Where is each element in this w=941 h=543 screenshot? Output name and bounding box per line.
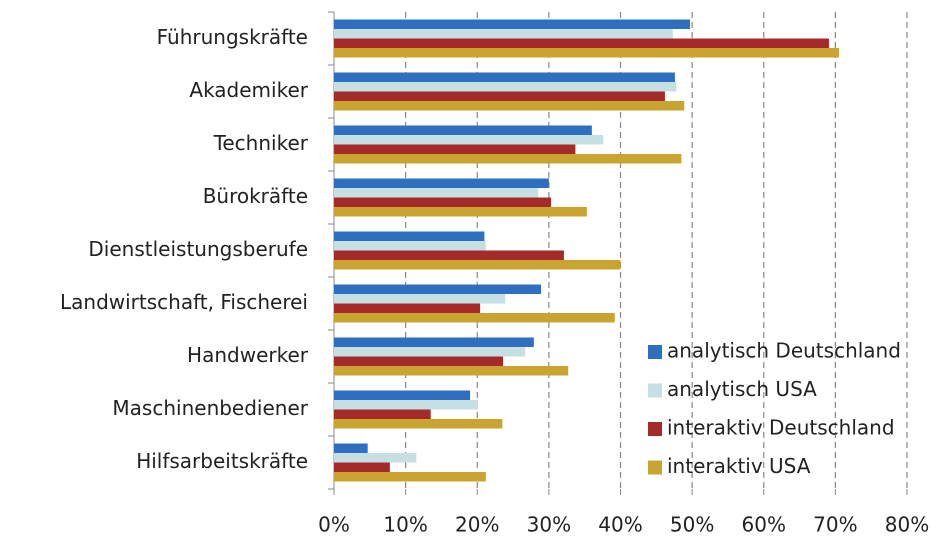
bar [334,72,675,82]
x-tick-label: 0% [318,513,350,537]
bar [334,197,552,207]
bar [334,284,541,294]
legend-swatch [648,383,662,398]
bar [334,101,685,111]
bar [334,303,481,313]
bar [334,48,839,58]
bar [334,154,682,164]
bar [334,144,576,154]
bar [334,241,486,251]
x-tick-label: 10% [383,513,427,537]
bar [334,443,368,453]
x-tick-label: 40% [598,513,642,537]
bar [334,231,485,241]
bar [334,453,417,463]
x-tick-label: 20% [455,513,499,537]
bar [334,366,569,376]
bar [334,250,564,260]
legend-label: analytisch Deutschland [667,339,901,363]
bar [334,390,471,400]
bar [334,91,665,101]
bar [334,462,390,472]
legend-label: analytisch USA [667,377,817,401]
y-tick-label: Führungskräfte [157,25,308,49]
bar [334,135,604,145]
bar [334,313,615,323]
legend-label: interaktiv Deutschland [667,416,895,440]
legend-swatch [648,422,662,436]
legend-label: interaktiv USA [667,454,811,478]
bar [334,400,478,410]
legend-swatch [648,460,662,475]
bar [334,419,503,429]
bar [334,178,549,188]
y-tick-label: Dienstleistungsberufe [88,237,308,261]
legend-swatch [648,345,662,359]
y-tick-label: Maschinenbediener [112,396,308,420]
bar [334,337,534,347]
y-tick-label: Akademiker [189,78,308,102]
x-tick-label: 70% [813,513,857,537]
x-tick-label: 50% [670,513,714,537]
y-tick-label: Handwerker [187,343,309,367]
x-tick-label: 80% [885,513,929,537]
y-tick-label: Techniker [213,131,309,155]
y-tick-label: Bürokräfte [203,184,308,208]
bar [334,125,592,135]
bar [334,82,677,92]
bar [334,409,431,419]
bar [334,188,539,198]
y-tick-label: Hilfsarbeitskräfte [136,449,308,473]
x-tick-label: 30% [527,513,571,537]
bar [334,19,690,29]
x-tick-label: 60% [742,513,786,537]
bar [334,294,506,304]
bar [334,207,587,217]
bar [334,356,504,366]
bar [334,260,621,270]
bar [334,29,673,39]
bar [334,472,486,482]
bar [334,38,829,48]
bar [334,347,526,357]
y-tick-label: Landwirtschaft, Fischerei [60,290,308,314]
